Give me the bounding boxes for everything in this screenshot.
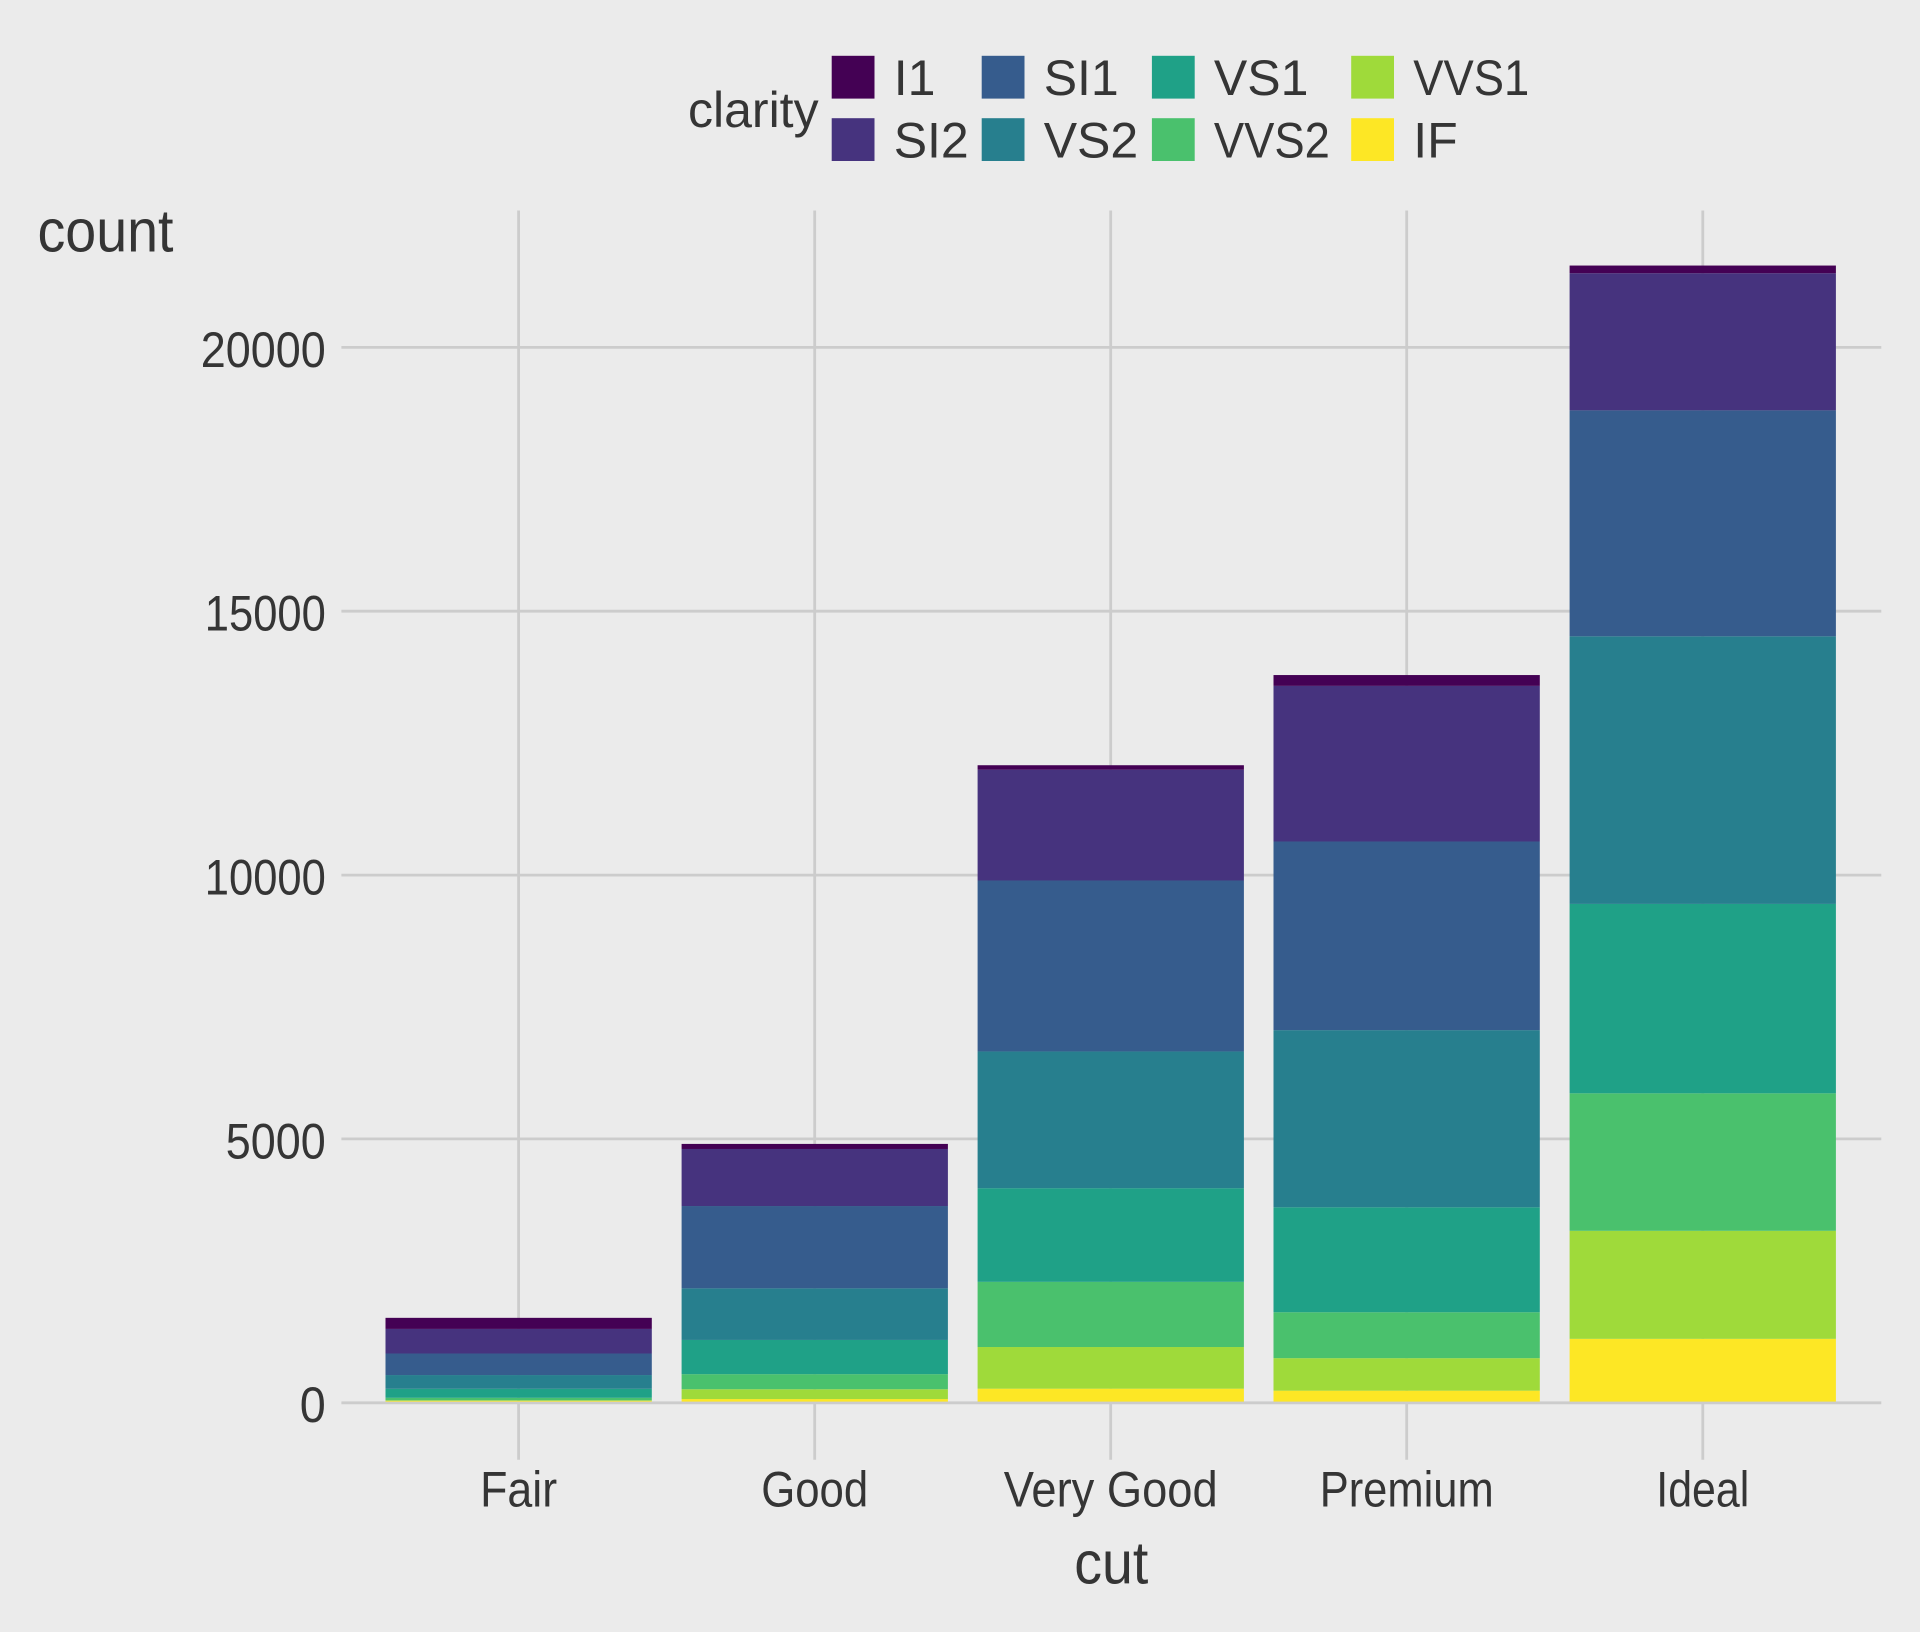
svg-text:clarity: clarity [688, 82, 819, 138]
svg-text:Good: Good [761, 1462, 868, 1518]
svg-text:15000: 15000 [205, 586, 326, 642]
svg-text:VS2: VS2 [1044, 112, 1139, 168]
svg-text:IF: IF [1413, 112, 1457, 168]
svg-text:SI2: SI2 [894, 112, 969, 168]
svg-text:VVS1: VVS1 [1413, 50, 1529, 106]
svg-text:Ideal: Ideal [1656, 1462, 1749, 1518]
svg-text:5000: 5000 [226, 1113, 326, 1169]
svg-text:Fair: Fair [480, 1462, 557, 1518]
svg-text:10000: 10000 [205, 850, 326, 906]
svg-text:SI1: SI1 [1044, 50, 1119, 106]
svg-text:20000: 20000 [201, 322, 326, 378]
svg-text:Premium: Premium [1320, 1462, 1494, 1518]
svg-text:count: count [38, 198, 174, 265]
svg-text:0: 0 [300, 1377, 326, 1433]
svg-text:Very Good: Very Good [1004, 1462, 1218, 1518]
svg-text:cut: cut [1074, 1530, 1148, 1597]
svg-text:I1: I1 [894, 50, 936, 106]
svg-text:VS1: VS1 [1214, 50, 1309, 106]
svg-text:VVS2: VVS2 [1214, 112, 1330, 168]
